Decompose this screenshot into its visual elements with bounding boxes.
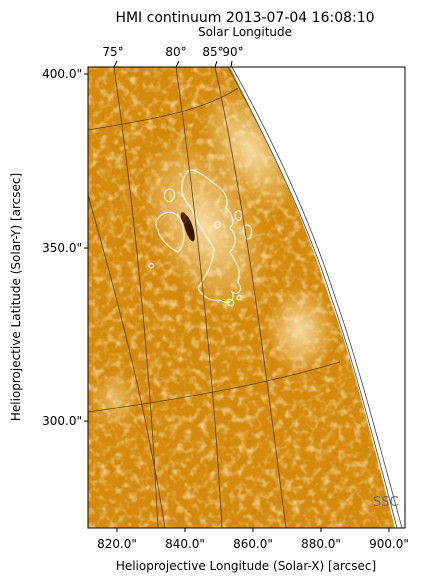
top-tick-85: 85° (202, 45, 223, 59)
top-tick-90: 90° (222, 45, 243, 59)
y-tick-300: 300.0" (42, 414, 82, 428)
y-axis-label: Helioprojective Latitude (Solar-Y) [arcs… (9, 173, 23, 421)
x-tick-820: 820.0" (97, 537, 137, 551)
solar-image: SSC (88, 67, 403, 528)
chart-title: HMI continuum 2013-07-04 16:08:10 (115, 10, 374, 26)
x-tick-840: 840.0" (165, 537, 205, 551)
top-tick-80: 80° (165, 45, 186, 59)
limb-lines (227, 67, 403, 528)
axes-frame (87, 66, 406, 529)
ssc-watermark: SSC (373, 495, 399, 510)
heliographic-grid (88, 67, 341, 528)
top-tick-75: 75° (102, 45, 123, 59)
y-ticks (84, 73, 88, 422)
contours (148, 169, 253, 307)
y-tick-350: 350.0" (42, 241, 82, 255)
x-tick-880: 880.0" (301, 537, 341, 551)
x-tick-900: 900.0" (369, 537, 409, 551)
x-tick-860: 860.0" (233, 537, 273, 551)
x-ticks (116, 528, 390, 532)
x-axis-label: Helioprojective Longitude (Solar-X) [arc… (116, 559, 376, 573)
y-tick-400: 400.0" (42, 67, 82, 81)
top-ticks (113, 60, 233, 68)
top-axis-label: Solar Longitude (198, 25, 292, 39)
